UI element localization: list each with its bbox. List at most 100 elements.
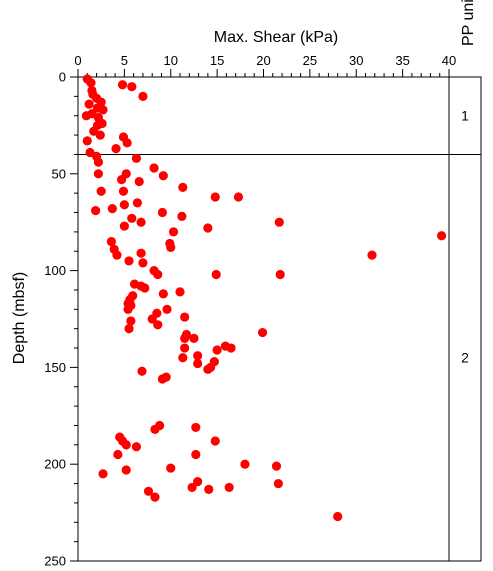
- data-point: [158, 171, 168, 181]
- x-axis-ticks: 0 5 10 15 20 25 30 35 40: [74, 53, 456, 77]
- data-point: [107, 204, 117, 214]
- y-axis-ticks: 0 50 100 150 200 250: [44, 70, 78, 569]
- data-point: [333, 511, 343, 522]
- data-point: [143, 486, 154, 496]
- data-point: [150, 492, 160, 502]
- data-point: [131, 442, 142, 452]
- data-point: [257, 327, 268, 338]
- x-tick-label: 10: [164, 53, 178, 68]
- data-point: [166, 242, 176, 252]
- data-point: [137, 366, 147, 376]
- data-point: [122, 138, 132, 148]
- data-point: [136, 248, 146, 258]
- y-tick-label: 250: [44, 554, 66, 569]
- data-point: [224, 482, 234, 493]
- data-point: [134, 176, 144, 187]
- data-point: [204, 484, 214, 494]
- data-point: [93, 169, 104, 179]
- data-point: [116, 175, 127, 185]
- data-point: [180, 333, 190, 343]
- data-point: [193, 351, 203, 361]
- data-point: [119, 200, 129, 210]
- y-tick-label: 100: [44, 263, 66, 278]
- data-point: [117, 80, 128, 90]
- unit-panel-border: [448, 76, 482, 562]
- y-tick-label: 200: [44, 457, 66, 472]
- data-points: [81, 74, 447, 522]
- y-tick-label: 150: [44, 360, 66, 375]
- data-point: [126, 316, 136, 326]
- data-point: [131, 153, 142, 163]
- x-tick-label: 30: [349, 53, 363, 68]
- data-point: [436, 231, 447, 241]
- data-point: [158, 289, 168, 299]
- data-point: [93, 157, 104, 167]
- data-point: [240, 459, 250, 469]
- data-point: [193, 477, 203, 487]
- data-point: [178, 353, 188, 363]
- data-point: [274, 217, 284, 227]
- pp-unit-title: PP unit: [460, 0, 477, 46]
- data-point: [147, 314, 157, 324]
- data-point: [118, 186, 129, 196]
- data-point: [273, 478, 283, 489]
- data-point: [98, 105, 108, 115]
- data-point: [180, 343, 190, 353]
- data-point: [153, 269, 163, 280]
- data-point: [84, 99, 94, 109]
- data-point: [98, 469, 108, 479]
- data-point: [95, 130, 105, 140]
- data-point: [138, 91, 148, 101]
- x-tick-label: 35: [395, 53, 409, 68]
- data-point: [367, 250, 377, 260]
- data-point: [140, 283, 150, 293]
- data-point: [111, 144, 121, 154]
- data-point: [127, 82, 137, 92]
- data-point: [211, 269, 221, 280]
- x-tick-label: 0: [74, 53, 81, 68]
- x-axis-title: Max. Shear (kPa): [214, 29, 338, 46]
- data-point: [271, 461, 282, 471]
- x-tick-label: 25: [303, 53, 317, 68]
- data-point: [193, 358, 203, 369]
- pp-unit-panel: 12: [448, 76, 482, 562]
- data-point: [275, 269, 285, 280]
- data-point: [180, 312, 190, 322]
- data-point: [191, 449, 201, 460]
- data-point: [212, 345, 222, 355]
- data-point: [177, 211, 187, 221]
- x-tick-label: 5: [121, 53, 128, 68]
- y-axis-title: Depth (mbsf): [11, 272, 28, 364]
- x-tick-label: 40: [442, 53, 456, 68]
- data-point: [153, 320, 163, 330]
- data-point: [132, 198, 142, 208]
- data-point: [226, 343, 236, 353]
- y-tick-label: 50: [52, 166, 66, 181]
- data-point: [112, 250, 122, 260]
- data-point: [121, 440, 131, 450]
- data-point: [178, 182, 188, 192]
- data-point: [157, 374, 168, 384]
- unit-label: 1: [461, 108, 469, 124]
- data-point: [189, 333, 199, 343]
- data-point: [81, 111, 91, 121]
- data-point: [150, 424, 160, 434]
- data-point: [124, 324, 134, 334]
- data-point: [119, 221, 129, 231]
- y-tick-label: 0: [59, 70, 66, 85]
- data-point: [233, 192, 244, 202]
- data-point: [157, 207, 168, 218]
- data-point: [123, 304, 133, 314]
- data-point: [82, 136, 92, 146]
- data-point: [124, 256, 134, 266]
- data-point: [168, 227, 179, 237]
- data-point: [86, 78, 96, 88]
- data-point: [175, 287, 185, 297]
- x-tick-label: 15: [210, 53, 224, 68]
- data-point: [96, 186, 106, 196]
- data-point: [162, 304, 172, 314]
- x-tick-label: 20: [256, 53, 270, 68]
- data-point: [121, 465, 131, 475]
- data-point: [91, 205, 101, 216]
